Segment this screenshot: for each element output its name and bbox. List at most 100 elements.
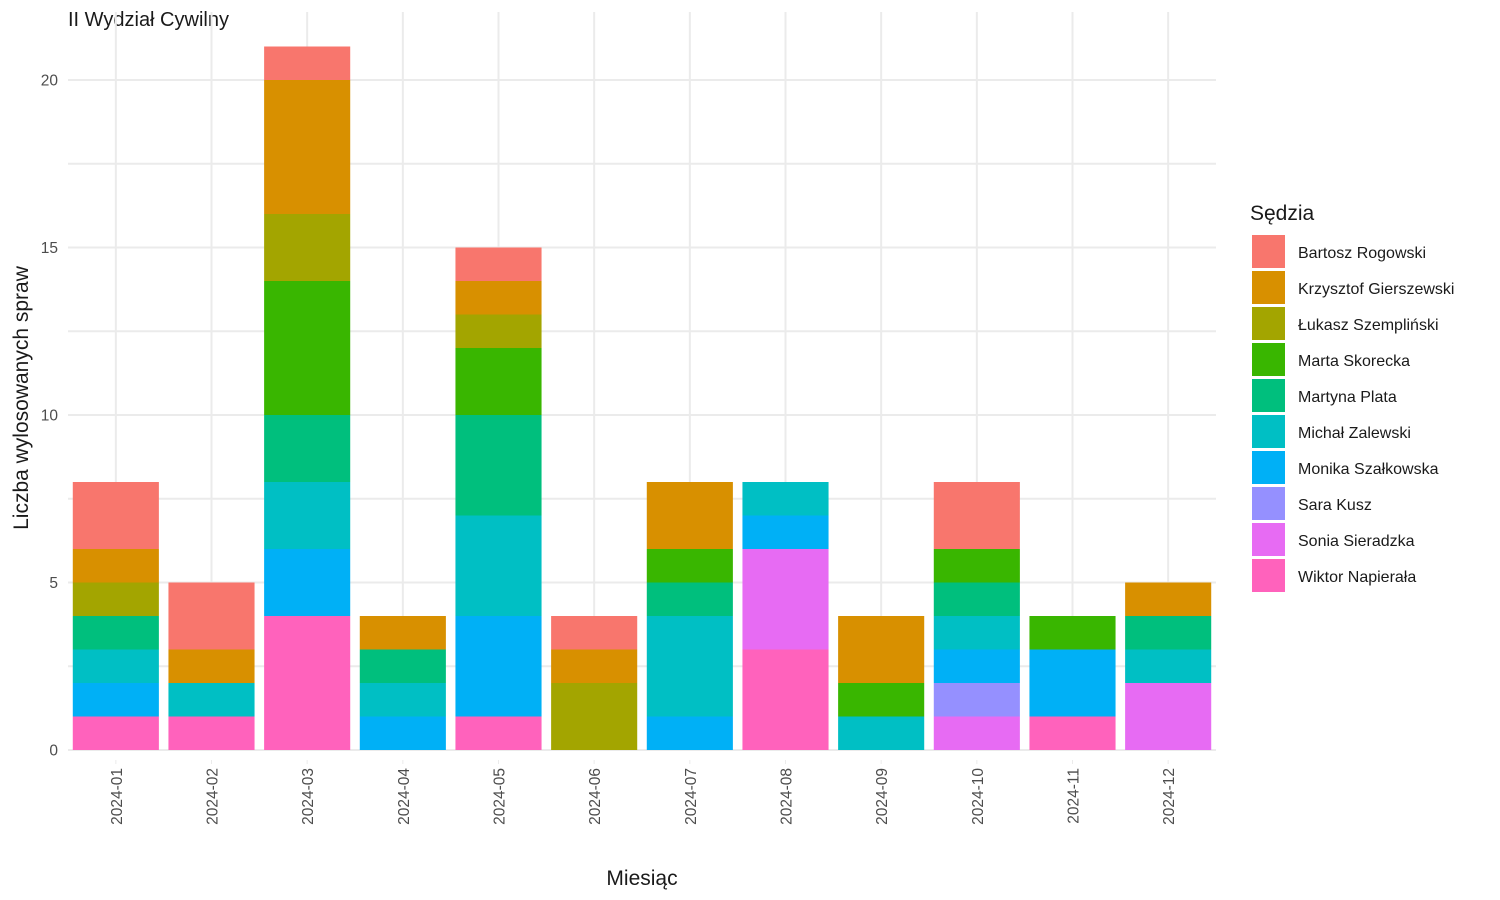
y-axis-title: Liczba wylosowanych spraw	[10, 265, 33, 530]
bar-segment-2024-01-5	[72, 616, 159, 650]
bar-segment-2024-10-1	[933, 482, 1020, 549]
x-axis-ticks: 2024-01 2024-02 2024-03 2024-04 2024-05 2024-…	[109, 760, 1178, 825]
x-tick-label: 2024-10	[970, 768, 987, 825]
x-tick-label: 2024-08	[779, 768, 796, 825]
bar-segment-2024-04-5	[359, 649, 446, 683]
x-tick-label: 2024-04	[396, 768, 413, 825]
legend-key	[1252, 307, 1285, 340]
bar-segment-2024-01-1	[72, 482, 159, 549]
bar-segment-2024-02-10	[168, 716, 255, 750]
bar-segment-2024-03-5	[264, 415, 351, 482]
bar-segment-2024-04-7	[359, 716, 446, 750]
x-tick-label: 2024-03	[300, 768, 317, 825]
bar-segment-2024-10-4	[933, 549, 1020, 583]
x-tick-label: 2024-06	[587, 768, 604, 825]
x-tick-label: 2024-05	[492, 768, 509, 825]
bar-segment-2024-10-6	[933, 616, 1020, 650]
legend-key	[1252, 451, 1285, 484]
bar-segment-2024-12-2	[1125, 582, 1212, 616]
x-tick-label: 2024-12	[1161, 768, 1178, 825]
bar-segment-2024-10-8	[933, 683, 1020, 717]
legend-label: Krzysztof Gierszewski	[1298, 281, 1454, 298]
bar-segment-2024-05-1	[455, 247, 542, 281]
legend-label: Łukasz Szempliński	[1298, 317, 1439, 334]
bar-segment-2024-03-1	[264, 46, 351, 80]
chart-title: II Wydział Cywilny	[68, 9, 229, 31]
legend: Sędzia Bartosz Rogowski Krzysztof Giersze…	[1250, 202, 1454, 592]
x-tick-label: 2024-07	[683, 768, 700, 825]
bar-segment-2024-04-2	[359, 616, 446, 650]
legend-label: Monika Szałkowska	[1298, 461, 1439, 478]
bar-segment-2024-07-4	[646, 549, 733, 583]
bar-segment-2024-01-2	[72, 549, 159, 583]
legend-title: Sędzia	[1250, 202, 1315, 225]
x-tick-label: 2024-11	[1066, 768, 1083, 824]
bar-segment-2024-01-6	[72, 649, 159, 683]
bar-segment-2024-05-3	[455, 314, 542, 348]
bar-segment-2024-05-7	[455, 616, 542, 717]
legend-key	[1252, 343, 1285, 376]
bar-segment-2024-01-7	[72, 683, 159, 717]
bar-segment-2024-09-2	[838, 616, 925, 683]
bar-segment-2024-07-6	[646, 616, 733, 717]
legend-key	[1252, 379, 1285, 412]
bar-segment-2024-03-2	[264, 80, 351, 214]
bar-segment-2024-08-10	[742, 649, 829, 750]
bar-segment-2024-12-9	[1125, 683, 1212, 750]
bar-segment-2024-11-4	[1029, 616, 1116, 650]
legend-key	[1252, 559, 1285, 592]
bar-segment-2024-05-4	[455, 348, 542, 415]
bar-segment-2024-04-6	[359, 683, 446, 717]
bar-segment-2024-11-7	[1029, 649, 1116, 717]
y-tick-label: 0	[49, 743, 58, 760]
bar-segment-2024-11-10	[1029, 716, 1116, 750]
y-tick-label: 20	[41, 73, 59, 90]
legend-label: Sonia Sieradzka	[1298, 533, 1415, 550]
legend-label: Wiktor Napierała	[1298, 569, 1416, 586]
bar-segment-2024-01-3	[72, 582, 159, 616]
legend-label: Sara Kusz	[1298, 497, 1372, 514]
x-tick-label: 2024-01	[109, 768, 126, 825]
x-tick-label: 2024-02	[205, 768, 222, 825]
legend-key	[1252, 235, 1285, 268]
bars	[72, 46, 1212, 750]
x-axis-title: Miesiąc	[606, 867, 677, 890]
bar-segment-2024-03-4	[264, 281, 351, 415]
legend-key	[1252, 271, 1285, 304]
bar-segment-2024-08-7	[742, 515, 829, 549]
y-tick-label: 5	[49, 575, 58, 592]
bar-segment-2024-09-4	[838, 683, 925, 717]
bar-segment-2024-07-2	[646, 482, 733, 549]
bar-segment-2024-12-5	[1125, 616, 1212, 650]
legend-label: Martyna Plata	[1298, 389, 1397, 406]
bar-segment-2024-10-5	[933, 582, 1020, 616]
legend-label: Bartosz Rogowski	[1298, 245, 1426, 262]
y-tick-label: 15	[41, 240, 58, 257]
bar-segment-2024-05-5	[455, 415, 542, 516]
bar-segment-2024-03-3	[264, 214, 351, 281]
legend-label: Michał Zalewski	[1298, 425, 1411, 442]
x-tick-label: 2024-09	[874, 768, 891, 825]
bar-segment-2024-09-6	[838, 716, 925, 750]
bar-segment-2024-07-5	[646, 582, 733, 616]
bar-segment-2024-10-7	[933, 649, 1020, 683]
y-axis-ticks: 0 5 10 15 20	[41, 73, 59, 760]
legend-key	[1252, 415, 1285, 448]
bar-segment-2024-10-9	[933, 716, 1020, 750]
legend-items: Bartosz Rogowski Krzysztof Gierszewski Łuk…	[1252, 235, 1454, 592]
bar-segment-2024-12-6	[1125, 649, 1212, 683]
bar-segment-2024-01-10	[72, 716, 159, 750]
bar-segment-2024-06-1	[551, 616, 638, 650]
bar-segment-2024-03-10	[264, 616, 351, 750]
legend-key	[1252, 487, 1285, 520]
bar-segment-2024-06-2	[551, 649, 638, 683]
legend-label: Marta Skorecka	[1298, 353, 1410, 370]
bar-segment-2024-05-10	[455, 716, 542, 750]
y-tick-label: 10	[41, 408, 59, 425]
bar-segment-2024-03-6	[264, 482, 351, 549]
bar-segment-2024-02-6	[168, 683, 255, 717]
bar-segment-2024-07-7	[646, 716, 733, 750]
bar-segment-2024-03-7	[264, 549, 351, 616]
bar-segment-2024-02-2	[168, 649, 255, 683]
